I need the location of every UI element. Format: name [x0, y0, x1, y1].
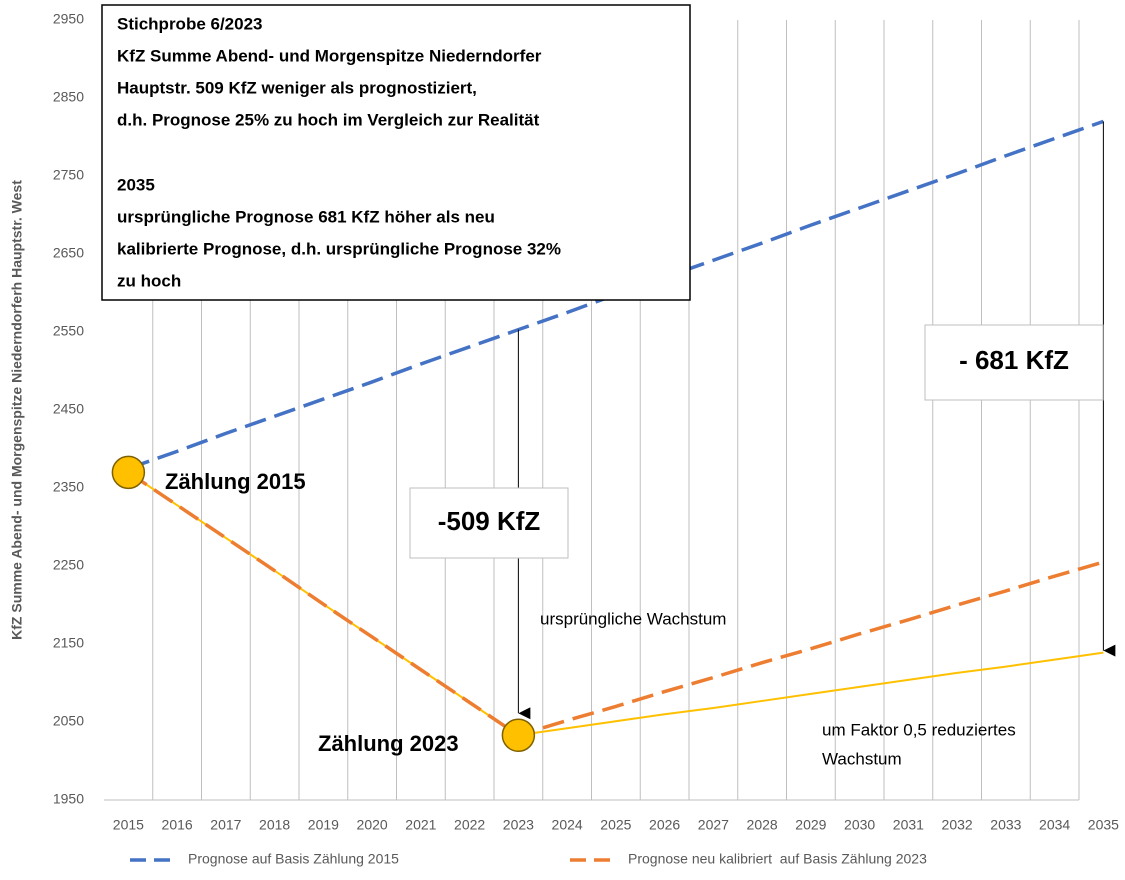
y-tick-label: 1950 [53, 791, 84, 807]
text-box-line: 2035 [117, 175, 155, 194]
y-tick-label: 2150 [53, 635, 84, 651]
x-tick-label: 2026 [649, 817, 680, 833]
series-line [127, 470, 1104, 738]
count-marker [111, 455, 146, 490]
x-tick-label: 2022 [454, 817, 485, 833]
x-tick-label: 2028 [747, 817, 778, 833]
x-tick-label: 2025 [600, 817, 631, 833]
point-label: Zählung 2023 [318, 731, 459, 756]
x-tick-label: 2033 [990, 817, 1021, 833]
x-tick-label: 2021 [405, 817, 436, 833]
text-box-line: d.h. Prognose 25% zu hoch im Vergleich z… [117, 110, 540, 129]
y-tick-label: 2950 [53, 11, 84, 27]
text-box-line: Hauptstr. 509 KfZ weniger als prognostiz… [117, 78, 477, 97]
diff-label: -509 KfZ [438, 506, 541, 536]
y-tick-label: 2250 [53, 557, 84, 573]
x-tick-label: 2034 [1039, 817, 1070, 833]
note: ursprüngliche Wachstum [540, 609, 726, 628]
text-box-line: zu hoch [117, 271, 181, 290]
y-tick-label: 2350 [53, 479, 84, 495]
text-box-line: ursprüngliche Prognose 681 KfZ höher als… [117, 207, 495, 226]
x-tick-label: 2029 [795, 817, 826, 833]
y-tick-label: 2650 [53, 245, 84, 261]
y-tick-label: 2850 [53, 89, 84, 105]
x-tick-label: 2030 [844, 817, 875, 833]
y-axis-label: KfZ Summe Abend- und Morgenspitze Nieder… [9, 180, 25, 640]
x-tick-label: 2035 [1088, 817, 1119, 833]
series-line [127, 471, 1104, 737]
x-tick-label: 2024 [552, 817, 583, 833]
point-label: Zählung 2015 [165, 469, 306, 494]
x-tick-label: 2015 [113, 817, 144, 833]
y-tick-label: 2550 [53, 323, 84, 339]
y-tick-label: 2050 [53, 713, 84, 729]
text-box-line: KfZ Summe Abend- und Morgenspitze Nieder… [117, 46, 542, 65]
x-tick-label: 2017 [210, 817, 241, 833]
note: um Faktor 0,5 reduziertes [822, 720, 1016, 739]
x-tick-label: 2020 [357, 817, 388, 833]
x-tick-label: 2031 [893, 817, 924, 833]
y-tick-label: 2450 [53, 401, 84, 417]
x-tick-label: 2016 [162, 817, 193, 833]
text-box-line: kalibrierte Prognose, d.h. ursprüngliche… [117, 239, 561, 258]
x-tick-label: 2018 [259, 817, 290, 833]
text-box-line: Stichprobe 6/2023 [117, 14, 263, 33]
count-marker [501, 718, 536, 753]
x-tick-label: 2023 [503, 817, 534, 833]
x-tick-label: 2027 [698, 817, 729, 833]
diff-label: - 681 KfZ [959, 345, 1069, 375]
x-tick-label: 2032 [942, 817, 973, 833]
legend-label: Prognose neu kalibriert auf Basis Zählun… [628, 851, 927, 867]
note: Wachstum [822, 749, 902, 768]
diff-box [924, 324, 1104, 401]
x-tick-label: 2019 [308, 817, 339, 833]
legend-label: Prognose auf Basis Zählung 2015 [188, 851, 399, 867]
diff-box [409, 487, 569, 559]
text-box [101, 4, 691, 301]
y-tick-label: 2750 [53, 167, 84, 183]
